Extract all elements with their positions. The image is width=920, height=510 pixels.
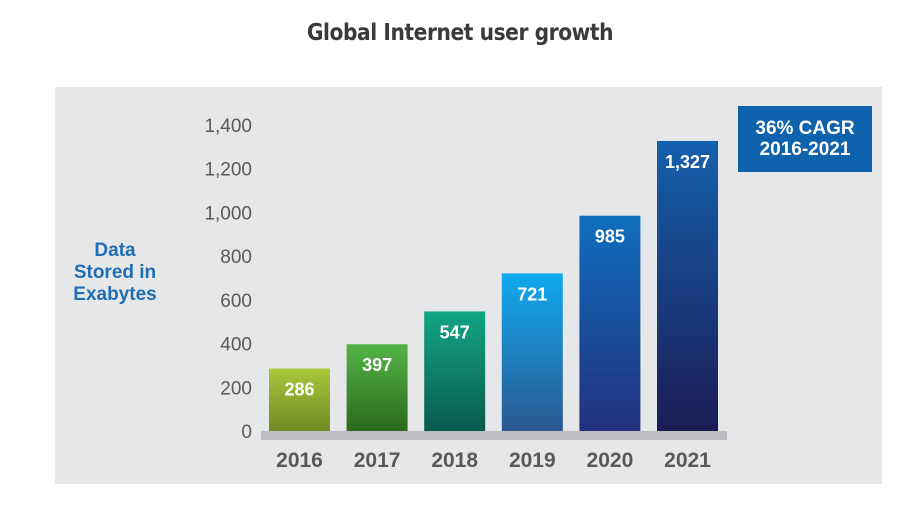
- y-axis-label: Data Stored in Exabytes: [60, 240, 170, 306]
- x-tick-label: 2017: [354, 449, 401, 472]
- y-tick-label: 1,200: [204, 160, 252, 181]
- cagr-line2: 2016-2021: [759, 139, 851, 160]
- cagr-annotation: 36% CAGR 2016-2021: [738, 106, 872, 172]
- bar-2018: [424, 311, 486, 431]
- y-tick-label: 800: [220, 247, 252, 268]
- x-tick-label: 2018: [431, 449, 478, 472]
- bar-value-label: 721: [517, 284, 547, 304]
- x-tick-label: 2019: [509, 449, 556, 472]
- x-axis-baseline: [261, 431, 727, 440]
- y-axis-label-line: Stored in: [73, 262, 157, 283]
- bar-value-label: 547: [440, 322, 470, 342]
- bar-value-label: 985: [595, 227, 625, 247]
- x-tick-label: 2016: [276, 449, 323, 472]
- bar-2020: [579, 215, 641, 431]
- x-tick-label: 2021: [664, 449, 711, 472]
- bar-2019: [501, 273, 563, 431]
- chart-title: Global Internet user growth: [306, 20, 614, 46]
- bar-value-label: 286: [284, 379, 314, 399]
- x-tick-label: 2020: [587, 449, 634, 472]
- y-axis-label-line: Data: [94, 240, 136, 261]
- y-tick-label: 1,400: [204, 116, 252, 137]
- cagr-line1: 36% CAGR: [755, 118, 855, 139]
- y-tick-label: 0: [241, 422, 252, 443]
- y-tick-label: 1,000: [204, 203, 252, 224]
- y-tick-label: 600: [220, 291, 252, 312]
- y-tick-label: 400: [220, 335, 252, 356]
- bar-2021: [657, 140, 718, 431]
- bar-2017: [346, 344, 408, 431]
- y-tick-label: 200: [220, 378, 252, 399]
- bar-2016: [269, 368, 330, 431]
- y-axis-label-line: Exabytes: [73, 284, 157, 305]
- bar-value-label: 1,327: [665, 152, 710, 172]
- bar-value-label: 397: [362, 355, 392, 375]
